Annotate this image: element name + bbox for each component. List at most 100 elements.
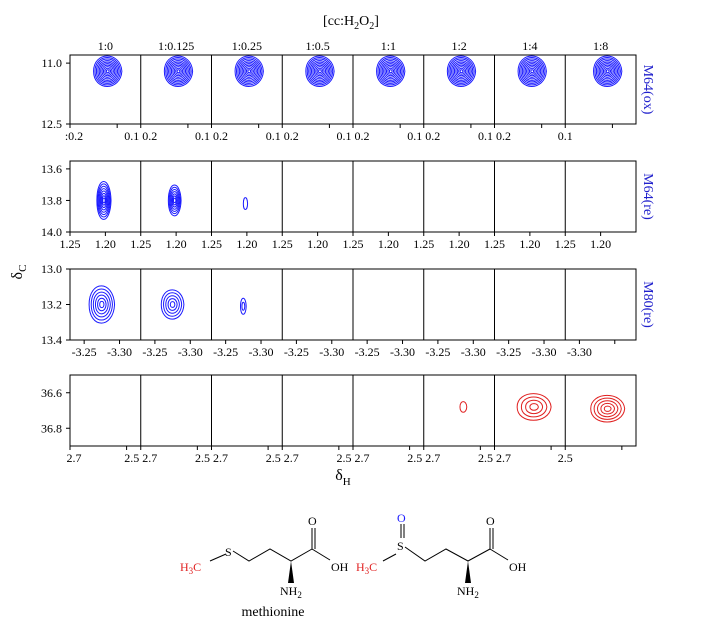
contour-level: [169, 188, 180, 212]
contour-level: [315, 66, 325, 77]
contour-level: [308, 58, 332, 84]
panel: 36.6 36.8 2.7 2.5 2.7 2.5 2.7 2.5 2.7 2.5 2.7 2…: [41, 374, 637, 465]
x-tick-label: 2.5 2.7: [478, 451, 511, 465]
contour-level: [385, 66, 396, 77]
figure-header: [cc:H2O2]: [323, 14, 379, 32]
x-tick-label: -3.30: [567, 345, 592, 359]
contour-level: [169, 301, 176, 308]
x-tick-label: -3.25: [425, 345, 450, 359]
contour-level: [240, 61, 259, 81]
contour-level: [175, 67, 182, 75]
contour-level: [176, 69, 181, 74]
x-tick-label: -3.25: [213, 345, 238, 359]
panel-side-label: M80(re): [640, 281, 655, 328]
contour-level: [88, 285, 116, 324]
sulfoxide-oh: OH: [509, 560, 527, 574]
contour-level: [99, 190, 108, 211]
contour-level: [523, 61, 542, 81]
contour-level: [235, 57, 263, 86]
contour-level: [100, 192, 108, 209]
x-tick-label: -3.30: [319, 345, 344, 359]
contour-level: [173, 66, 184, 77]
contour-peak: [167, 184, 182, 217]
methionine-structure: H3C S O OH NH2 methionine: [180, 514, 349, 620]
contour-peak: [305, 55, 335, 87]
contour-level: [98, 61, 117, 81]
contour-level: [604, 67, 612, 75]
contour-level: [459, 401, 468, 413]
contour-level: [318, 69, 322, 74]
y-tick-label: 36.6: [41, 386, 62, 400]
contour-level: [600, 63, 616, 80]
contour-level: [603, 405, 612, 412]
contour-level: [169, 61, 188, 81]
contour-level: [170, 63, 187, 80]
contour-peak: [446, 55, 477, 87]
x-tick-label: 2.7: [67, 451, 82, 465]
contour-level: [528, 67, 536, 75]
contour-level: [170, 191, 179, 210]
x-axis-label: δH: [335, 467, 351, 488]
contour-level: [524, 63, 540, 80]
y-tick-label: 13.6: [41, 162, 62, 176]
contour-level: [381, 61, 400, 81]
contour-level: [99, 188, 109, 213]
contour-level: [517, 55, 547, 87]
x-tick-label: :0.2: [65, 129, 83, 143]
x-tick-label: 2.5 2.7: [266, 451, 299, 465]
contour-level: [456, 66, 467, 77]
contour-level: [101, 195, 107, 206]
contour-level: [90, 288, 113, 321]
contour-peak: [590, 395, 626, 423]
contour-level: [242, 197, 249, 211]
contour-level: [165, 295, 180, 314]
contour-level: [593, 55, 623, 87]
contour-level: [94, 294, 109, 315]
panel: 13.0 13.2 13.4 -3.25 -3.30 -3.25 -3.30 -3.25 -3.…: [41, 262, 655, 359]
contour-level: [377, 57, 404, 86]
y-axis-label: δC: [9, 265, 29, 280]
x-tick-label: 0.1: [558, 129, 573, 143]
y-tick-label: 36.8: [41, 421, 62, 435]
x-tick-label: 1.20: [166, 237, 187, 251]
contour-level: [459, 69, 464, 74]
x-tick-label: -3.30: [461, 345, 486, 359]
x-tick-label: -3.25: [142, 345, 167, 359]
panel-side-label: M64(ox): [640, 65, 655, 115]
contour-level: [171, 193, 178, 208]
contour-peak: [516, 393, 552, 421]
contour-level: [168, 60, 189, 83]
methionine-sulfur: S: [225, 545, 232, 559]
x-tick-label: 1.20: [449, 237, 470, 251]
contour-level: [595, 58, 620, 84]
contour-level: [172, 195, 178, 206]
contour-level: [529, 403, 539, 411]
contour-level: [516, 393, 552, 421]
x-tick-label: 1.25: [272, 237, 293, 251]
x-tick-label: 2.5 2.7: [337, 451, 370, 465]
x-tick-label: -3.30: [532, 345, 557, 359]
contour-level: [451, 60, 472, 83]
x-tick-label: 1.20: [307, 237, 328, 251]
x-tick-label: 1.20: [519, 237, 540, 251]
contour-level: [99, 300, 105, 309]
contour-level: [93, 55, 123, 87]
methionine-oh: OH: [331, 560, 349, 574]
contour-level: [306, 57, 334, 86]
ratio-label: 1:0.125: [158, 39, 194, 53]
methionine-h3c: H3C: [180, 560, 201, 576]
contour-level: [520, 58, 545, 84]
x-tick-label: 1.20: [378, 237, 399, 251]
contour-level: [92, 291, 111, 318]
contour-level: [310, 61, 329, 81]
contour-level: [240, 297, 247, 315]
contour-level: [388, 69, 393, 74]
contour-level: [96, 181, 112, 220]
contour-level: [168, 186, 181, 215]
x-tick-label: 1.20: [590, 237, 611, 251]
contour-peak: [88, 285, 116, 324]
contour-level: [312, 63, 328, 80]
contour-level: [601, 64, 614, 78]
contour-level: [605, 69, 610, 74]
